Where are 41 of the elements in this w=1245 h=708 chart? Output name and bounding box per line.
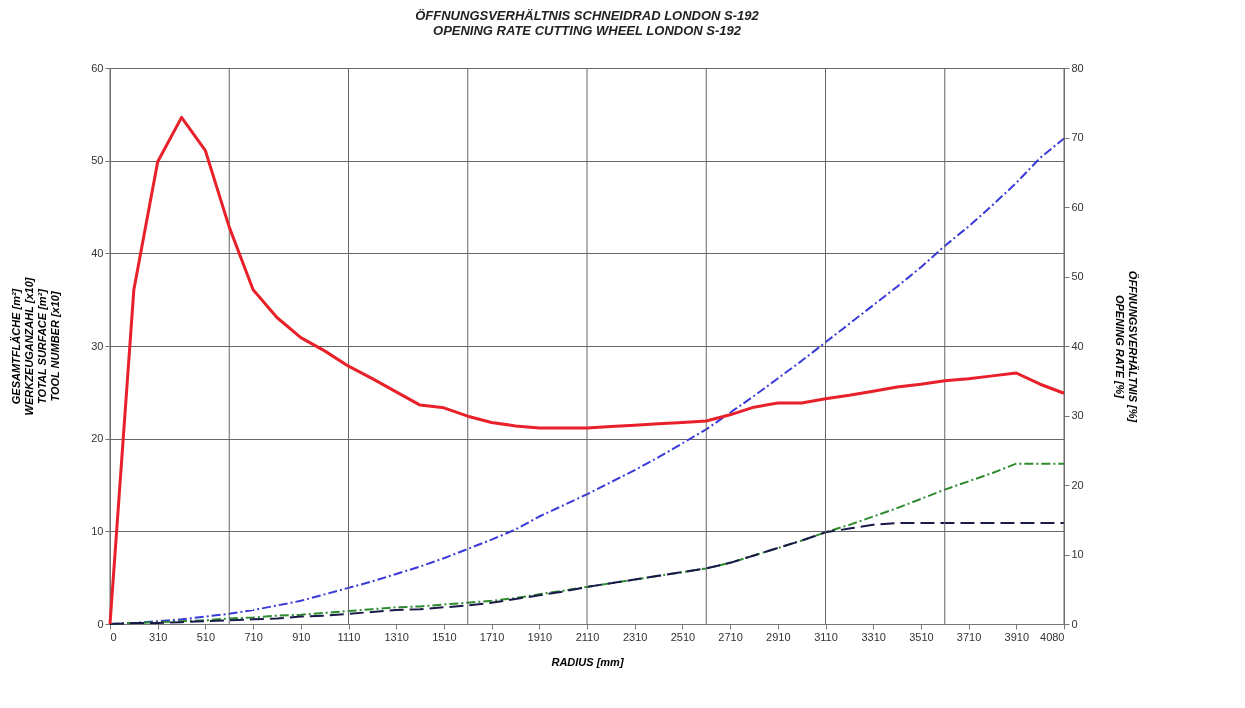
y2-tick-label: 40 [1071,339,1084,352]
y2-tick-label: 80 [1071,61,1084,74]
x-tick-label: 2510 [670,630,696,643]
chart-title: ÖFFNUNGSVERHÄLTNIS SCHNEIDRAD LONDON S-192 OPENING RATE CUTTING WHEEL LONDON S-192 [415,8,760,38]
x-tick-label: 3510 [909,630,934,643]
x-tick-label: 3310 [861,630,886,643]
y2-tick-label: 30 [1071,409,1084,421]
x-tick-label: 1910 [527,630,553,643]
y2-axis-title: ÖFFNUNGSVERHÄLTNIS [%] OPENING RATE [%] [1113,270,1139,423]
y-tick-label: 20 [91,432,104,445]
y2-tick-label: 50 [1071,270,1084,282]
y-tick-label: 10 [91,524,104,537]
y2-tick-label: 70 [1071,131,1084,143]
x-tick-label: 3110 [814,630,838,643]
x-tick-label: 3910 [1004,630,1030,643]
x-tick-label: 0 [110,630,117,643]
y-tick-label: 30 [91,339,104,352]
y2-tick-label: 60 [1071,200,1084,213]
x-tick-label: 310 [149,630,168,643]
y-tick-label: 0 [97,617,104,630]
y2-tick-label: 0 [1071,617,1078,630]
x-tick-label: 1510 [432,630,457,643]
y-tick-label: 50 [91,154,104,167]
x-tick-label: 1310 [384,630,409,643]
y2-tick-label: 10 [1071,548,1084,560]
y-tick-label: 60 [91,61,104,74]
x-tick-label: 2310 [622,630,648,643]
y-tick-label: 40 [91,246,104,259]
x-tick-label: 910 [292,630,311,643]
y2-tick-label: 20 [1071,478,1084,491]
y-axis-title: GESAMTFLÄCHE [m²] WERKZEUGANZAHL [x10] TOTAL SURFACE [m²] TOOL NUMBER [x10] [10,277,62,416]
x-tick-label: 4080 [1040,630,1065,643]
x-tick-label: 3710 [956,630,982,643]
x-tick-label: 2710 [718,630,743,643]
x-tick-label: 510 [196,630,216,643]
x-tick-label: 710 [244,630,263,643]
x-tick-label: 2110 [575,630,600,643]
x-axis-title: RADIUS [mm] [551,655,624,668]
x-tick-label: 2910 [766,630,791,643]
x-tick-label: 1710 [479,630,505,643]
x-tick-label: 1110 [337,630,361,643]
